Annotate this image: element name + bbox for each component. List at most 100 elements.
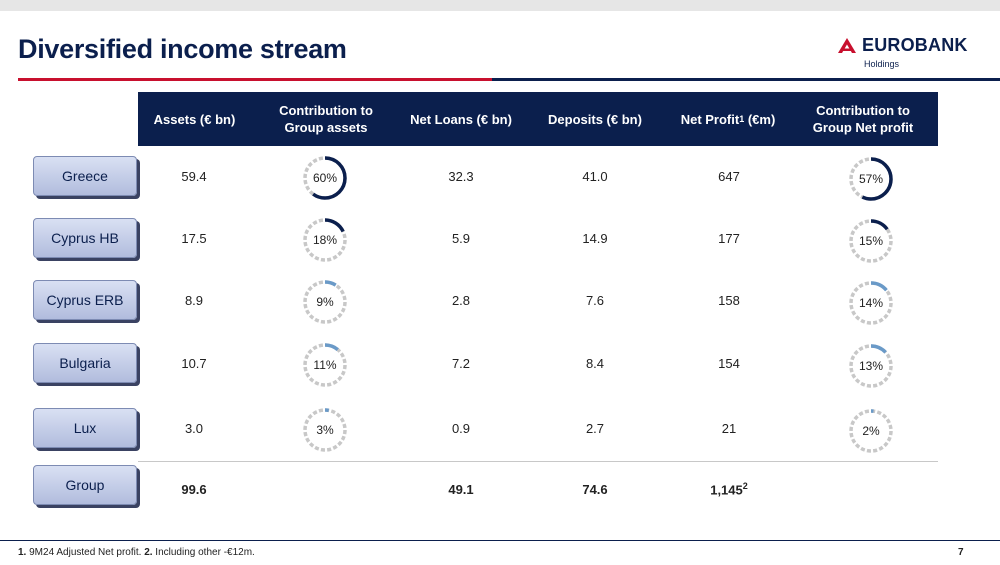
footer-rule — [0, 540, 1000, 541]
group-deposits: 74.6 — [582, 482, 608, 497]
footnote-2-marker: 2. — [144, 547, 153, 558]
bulgaria-contrib-profit-donut-ring — [849, 344, 893, 388]
greece-net-profit: 647 — [718, 169, 740, 184]
lux-net-profit: 21 — [721, 421, 737, 436]
cyprus-hb-contrib-assets-donut-track — [303, 218, 347, 262]
bulgaria-contrib-profit-donut: 13% — [847, 342, 895, 390]
title-rule-red — [18, 78, 492, 81]
row-button-group[interactable]: Group — [33, 465, 137, 505]
footnote-1-marker: 1. — [18, 547, 27, 558]
group-net-profit: 1,1452 — [669, 481, 789, 497]
logo-wordmark: EUROBANK — [862, 35, 968, 55]
cyprus-hb-contrib-assets-donut-ring — [303, 218, 347, 262]
footnote-1-text: 9M24 Adjusted Net profit. — [26, 547, 145, 558]
row-button-cyprus-hb[interactable]: Cyprus HB — [33, 218, 137, 258]
cyprus-erb-contrib-profit-donut-label: 14% — [858, 296, 884, 310]
cyprus-hb-contrib-profit-donut-track — [849, 219, 893, 263]
group-divider — [138, 461, 938, 462]
header-net-profit: Net Profit 1 (€m) — [668, 92, 788, 146]
lux-contrib-profit-donut-ring — [849, 409, 893, 453]
bulgaria-assets: 10.7 — [181, 356, 207, 371]
cyprus-hb-contrib-assets-donut-label: 18% — [312, 233, 338, 247]
footnote-2-text: Including other -€12m. — [152, 547, 255, 558]
lux-net-loans: 0.9 — [451, 421, 471, 436]
bulgaria-contrib-profit-donut-fill — [849, 344, 893, 388]
greece-contrib-profit-donut-label: 57% — [858, 172, 884, 186]
greece-contrib-assets-donut-ring — [303, 156, 347, 200]
bulgaria-contrib-assets-donut-label: 11% — [313, 358, 337, 372]
row-button-lux[interactable]: Lux — [33, 408, 137, 448]
lux-contrib-assets-donut-track — [303, 408, 347, 452]
bulgaria-contrib-assets-donut-fill — [303, 343, 347, 387]
cyprus-hb-contrib-profit-donut: 15% — [847, 217, 895, 265]
greece-assets: 59.4 — [181, 169, 207, 184]
cyprus-erb-contrib-assets-donut: 9% — [301, 278, 349, 326]
group-assets: 99.6 — [181, 482, 207, 497]
lux-contrib-profit-donut: 2% — [847, 407, 895, 455]
cyprus-erb-net-profit: 158 — [718, 293, 740, 308]
page-title: Diversified income stream — [18, 34, 347, 64]
cyprus-erb-deposits: 7.6 — [585, 293, 605, 308]
bulgaria-contrib-profit-donut-label: 13% — [858, 359, 884, 373]
cyprus-hb-contrib-assets-donut-fill — [303, 218, 347, 262]
cyprus-hb-contrib-profit-donut-fill — [849, 219, 893, 263]
lux-contrib-assets-donut-fill — [303, 408, 347, 452]
bulgaria-contrib-assets-donut-ring — [303, 343, 347, 387]
cyprus-hb-contrib-profit-donut-label: 15% — [858, 234, 884, 248]
lux-contrib-profit-donut-fill — [849, 409, 893, 453]
row-button-greece[interactable]: Greece — [33, 156, 137, 196]
greece-contrib-assets-donut-label: 60% — [312, 171, 338, 185]
bulgaria-net-loans: 7.2 — [451, 356, 471, 371]
header-contrib-profit: Contribution to Group Net profit — [812, 103, 914, 135]
row-button-bulgaria[interactable]: Bulgaria — [33, 343, 137, 383]
cyprus-erb-contrib-assets-donut-fill — [303, 280, 347, 324]
table-header: Assets (€ bn) Contribution to Group asse… — [138, 92, 938, 146]
cyprus-erb-net-loans: 2.8 — [451, 293, 471, 308]
bulgaria-contrib-assets-donut: 11% — [301, 341, 349, 389]
lux-contrib-assets-donut: 3% — [301, 406, 349, 454]
header-contrib-assets: Contribution to Group assets — [279, 103, 373, 135]
header-net-loans: Net Loans (€ bn) — [410, 111, 512, 127]
cyprus-hb-net-loans: 5.9 — [451, 231, 471, 246]
cyprus-erb-contrib-assets-donut-ring — [303, 280, 347, 324]
title-rule-navy — [492, 78, 1000, 81]
lux-contrib-profit-donut-track — [849, 409, 893, 453]
page-number: 7 — [958, 547, 964, 558]
bulgaria-net-profit: 154 — [718, 356, 740, 371]
cyprus-erb-contrib-profit-donut-ring — [849, 281, 893, 325]
bulgaria-contrib-assets-donut-track — [303, 343, 347, 387]
greece-contrib-assets-donut-fill — [303, 156, 347, 200]
cyprus-hb-assets: 17.5 — [181, 231, 207, 246]
logo-subtitle: Holdings — [864, 59, 900, 69]
header-deposits: Deposits (€ bn) — [548, 111, 642, 127]
greece-contrib-profit-donut-ring — [849, 157, 893, 201]
cyprus-erb-contrib-profit-donut-fill — [849, 281, 893, 325]
cyprus-erb-contrib-assets-donut-track — [303, 280, 347, 324]
header-net-profit-label: Net Profit — [680, 111, 740, 127]
header-net-profit-footnote: 1 — [739, 113, 745, 124]
group-net-profit-footnote: 2 — [742, 481, 748, 491]
lux-contrib-assets-donut-ring — [303, 408, 347, 452]
lux-contrib-profit-donut-label: 2% — [862, 424, 880, 438]
greece-contrib-profit-donut: 57% — [847, 155, 895, 203]
cyprus-hb-net-profit: 177 — [718, 231, 740, 246]
bulgaria-contrib-profit-donut-track — [849, 344, 893, 388]
cyprus-erb-contrib-assets-donut-label: 9% — [316, 295, 334, 309]
cyprus-erb-contrib-profit-donut: 14% — [847, 279, 895, 327]
header-assets: Assets (€ bn) — [153, 111, 236, 127]
greece-net-loans: 32.3 — [448, 169, 474, 184]
cyprus-erb-contrib-profit-donut-track — [849, 281, 893, 325]
group-net-loans: 49.1 — [448, 482, 474, 497]
lux-contrib-assets-donut-label: 3% — [316, 423, 334, 437]
eurobank-logo-icon — [838, 38, 856, 53]
cyprus-hb-contrib-profit-donut-ring — [849, 219, 893, 263]
cyprus-hb-contrib-assets-donut: 18% — [301, 216, 349, 264]
row-button-cyprus-erb[interactable]: Cyprus ERB — [33, 280, 137, 320]
group-net-profit-value: 1,145 — [710, 482, 743, 498]
bulgaria-deposits: 8.4 — [585, 356, 605, 371]
lux-assets: 3.0 — [184, 421, 204, 436]
greece-deposits: 41.0 — [582, 169, 608, 184]
lux-deposits: 2.7 — [585, 421, 605, 436]
top-bar — [0, 0, 1000, 11]
cyprus-hb-deposits: 14.9 — [582, 231, 608, 246]
